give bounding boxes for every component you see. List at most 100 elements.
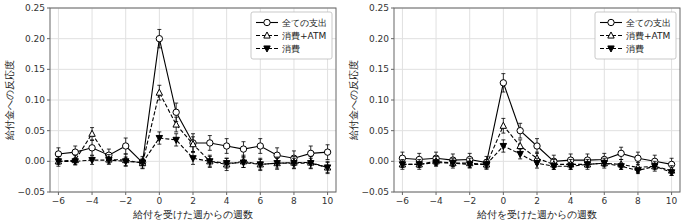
x-tick-label: 0	[156, 196, 162, 206]
marker	[534, 161, 540, 167]
y-tick-label: 0.05	[25, 126, 45, 136]
x-tick	[327, 192, 328, 195]
marker	[207, 159, 213, 165]
y-tick-label: 0.15	[25, 64, 45, 74]
legend-label: 消費+ATM	[282, 31, 326, 41]
legend-label: 消費	[626, 44, 644, 54]
marker	[483, 162, 489, 168]
x-tick-label: 8	[291, 196, 297, 206]
marker	[223, 161, 229, 167]
marker	[517, 151, 523, 157]
y-axis-label: 給付金への反応度	[4, 60, 15, 141]
x-tick	[503, 192, 504, 195]
x-tick-label: 6	[601, 196, 607, 206]
marker	[207, 158, 213, 164]
marker	[223, 161, 229, 167]
x-tick-label: −6	[52, 196, 66, 206]
marker	[139, 160, 145, 166]
legend-marker	[264, 32, 270, 38]
legend: 全ての支出消費+ATM消費	[251, 12, 332, 59]
marker	[308, 161, 314, 167]
y-tick-label: 0.25	[25, 3, 45, 13]
marker	[601, 160, 607, 166]
x-tick-label: 4	[224, 196, 230, 206]
marker	[139, 159, 145, 165]
y-tick	[47, 8, 50, 9]
marker	[584, 162, 590, 168]
marker	[416, 161, 422, 167]
marker	[257, 162, 263, 168]
marker	[635, 168, 641, 174]
grid-line	[394, 100, 680, 101]
x-tick	[293, 192, 294, 195]
y-tick	[47, 130, 50, 131]
x-tick-label: −4	[429, 196, 443, 206]
y-tick	[47, 100, 50, 101]
x-tick	[570, 192, 571, 195]
series-line	[402, 126, 671, 171]
y-tick-label: 0.15	[369, 64, 389, 74]
y-tick	[47, 38, 50, 39]
marker	[89, 145, 95, 151]
marker	[567, 164, 573, 170]
y-tick	[391, 8, 394, 9]
series	[55, 85, 331, 173]
marker	[618, 164, 624, 170]
grid-line	[394, 130, 680, 131]
marker	[207, 140, 213, 146]
marker	[433, 160, 439, 166]
x-tick-label: −2	[463, 196, 476, 206]
marker	[584, 161, 590, 167]
marker	[274, 160, 280, 166]
grid-line	[50, 100, 336, 101]
x-tick-label: 10	[322, 196, 334, 206]
x-tick-label: 8	[635, 196, 641, 206]
marker	[240, 146, 246, 152]
legend-box	[595, 12, 676, 59]
x-tick-label: −2	[119, 196, 132, 206]
marker	[450, 161, 456, 167]
marker	[500, 122, 506, 128]
marker	[467, 162, 473, 168]
marker	[618, 150, 624, 156]
y-tick	[47, 192, 50, 193]
marker	[500, 143, 506, 149]
x-tick	[637, 192, 638, 195]
marker	[190, 156, 196, 162]
legend-marker	[608, 46, 614, 52]
y-tick	[391, 161, 394, 162]
marker	[324, 149, 330, 155]
x-axis-label: 給付を受けた週からの週数	[132, 209, 253, 220]
data-area	[399, 74, 675, 176]
x-tick-label: 0	[500, 196, 506, 206]
y-tick-label: 0.10	[25, 95, 45, 105]
marker	[517, 127, 523, 133]
x-tick-label: 2	[534, 196, 540, 206]
y-tick-label: 0.20	[369, 34, 389, 44]
x-axis-label: 給付を受けた週からの週数	[476, 209, 597, 220]
series	[399, 74, 675, 171]
x-tick	[436, 192, 437, 195]
plot-frame	[50, 8, 336, 192]
legend-marker	[608, 32, 614, 38]
series-line	[402, 146, 671, 172]
marker	[274, 161, 280, 167]
legend-label: 全ての支出	[282, 18, 327, 28]
x-tick	[402, 192, 403, 195]
marker	[72, 149, 78, 155]
marker	[257, 143, 263, 149]
legend-box	[251, 12, 332, 59]
series	[399, 140, 675, 176]
marker	[89, 130, 95, 136]
y-tick-label: 0.00	[369, 156, 389, 166]
legend-label: 全ての支出	[626, 18, 671, 28]
x-tick-label: 10	[666, 196, 678, 206]
legend-marker	[264, 19, 270, 25]
grid	[50, 8, 336, 192]
marker	[500, 80, 506, 86]
series	[399, 118, 675, 175]
chart: −6 −4 −2 0 2 4 6 8 10 −0.05 0.00 0.05 0.10 0.15 0.20 0.…	[0, 0, 688, 224]
series	[55, 29, 331, 168]
y-tick-label: −0.05	[361, 187, 389, 197]
marker	[517, 142, 523, 148]
